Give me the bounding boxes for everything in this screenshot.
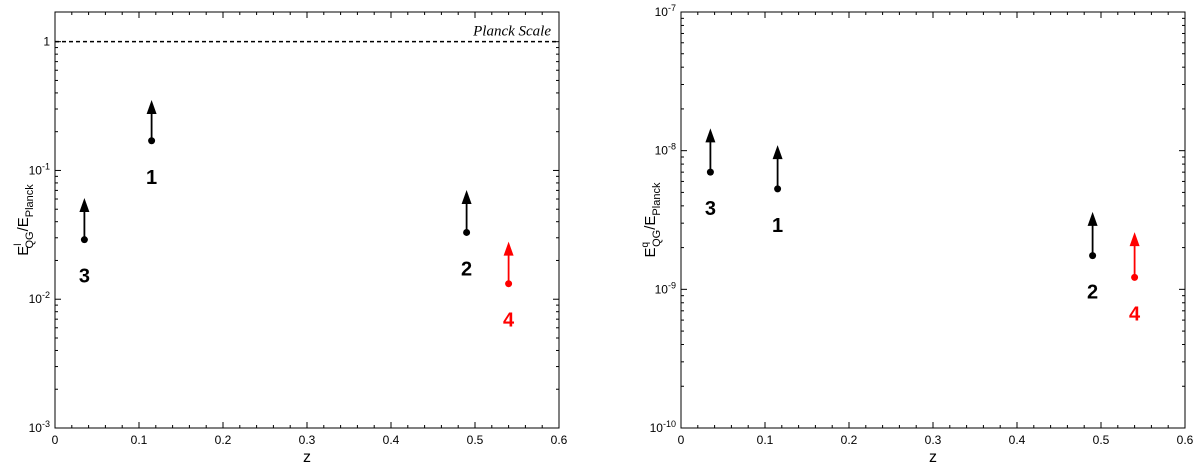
plot-frame <box>680 11 1186 429</box>
x-tick-label: 0.2 <box>215 433 232 447</box>
x-tick-label: 0.4 <box>1009 433 1026 447</box>
x-tick-label: 0.6 <box>551 433 568 447</box>
point-label: 3 <box>705 198 716 220</box>
limit-arrow-head <box>461 190 472 205</box>
x-tick-label: 0.4 <box>383 433 400 447</box>
y-axis-label: ElQG/EPlanck <box>13 184 36 256</box>
point-label: 4 <box>503 310 515 332</box>
x-tick-label: 0.1 <box>131 433 148 447</box>
right-panel: 0 0.1 0.2 0.3 0.4 0.5 0.6 10-10 10-9 10-8 10-7 z EqQ… <box>640 3 1194 466</box>
data-point <box>774 185 782 193</box>
point-label: 3 <box>79 266 90 288</box>
y-tick-label: 10-8 <box>655 142 676 158</box>
x-axis-label: z <box>303 449 311 466</box>
y-tick-label: 1 <box>43 35 50 49</box>
left-panel: 0 0.1 0.2 0.3 0.4 0.5 0.6 10-3 10-2 10-1 1 z ElQG/EP… <box>13 11 568 466</box>
y-tick-label: 10-2 <box>29 290 50 306</box>
limit-arrow-head <box>503 241 514 256</box>
x-tick-label: 0.3 <box>299 433 316 447</box>
y-tick-label: 10-7 <box>655 3 676 19</box>
y-tick-label: 10-3 <box>29 419 50 435</box>
limit-arrow-head <box>1129 232 1140 247</box>
x-tick-label: 0.5 <box>467 433 484 447</box>
data-point <box>1131 273 1139 281</box>
y-tick-label: 10-1 <box>29 161 50 177</box>
x-tick-label: 0.6 <box>1177 433 1194 447</box>
point-label: 2 <box>461 258 472 280</box>
limit-arrow-head <box>79 197 90 212</box>
planck-scale-label: Planck Scale <box>472 24 551 40</box>
data-point <box>706 168 714 176</box>
x-tick-label: 0.5 <box>1093 433 1110 447</box>
x-tick-label: 0.1 <box>757 433 774 447</box>
limit-arrow-head <box>1087 211 1098 226</box>
plot-frame <box>54 11 560 429</box>
limit-arrow-head <box>705 128 716 143</box>
y-axis-label: EqQG/EPlanck <box>640 182 663 257</box>
point-label: 4 <box>1129 303 1141 325</box>
data-point <box>1089 252 1097 260</box>
x-tick-label: 0 <box>52 433 59 447</box>
limit-arrow-head <box>146 100 157 115</box>
point-label: 1 <box>772 215 783 237</box>
y-tick-label: 10-9 <box>655 280 676 296</box>
x-tick-label: 0.2 <box>841 433 858 447</box>
limit-arrow-head <box>772 145 783 160</box>
data-point <box>148 137 156 145</box>
x-axis-label: z <box>929 449 937 466</box>
y-tick-label: 10-10 <box>650 419 676 435</box>
x-tick-label: 0.3 <box>925 433 942 447</box>
point-label: 1 <box>146 167 157 189</box>
point-label: 2 <box>1087 282 1098 304</box>
data-point <box>505 280 513 288</box>
data-point <box>80 236 88 244</box>
x-tick-label: 0 <box>678 433 685 447</box>
data-point <box>463 228 471 236</box>
